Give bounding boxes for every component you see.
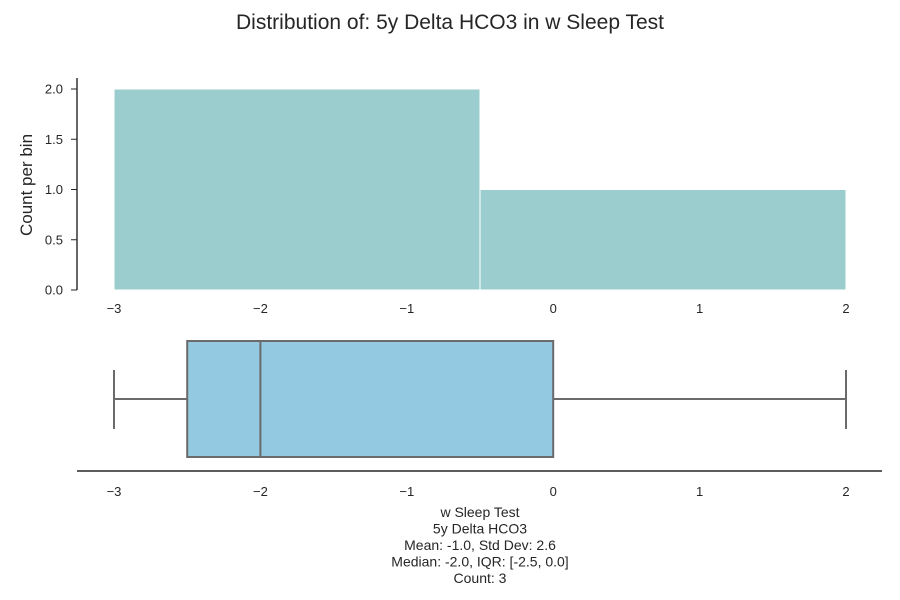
y-ticks: 0.0 0.5 1.0 1.5 2.0 [45, 82, 77, 298]
x-tick-label: 1 [696, 301, 703, 316]
chart-title: Distribution of: 5y Delta HCO3 in w Slee… [236, 11, 664, 34]
caption-line-5: Count: 3 [454, 570, 507, 586]
caption-line-4: Median: -2.0, IQR: [-2.5, 0.0] [391, 554, 568, 570]
x-tick-label: 0 [550, 484, 557, 499]
iqr-box [186, 340, 555, 458]
x-tick-label: −3 [107, 301, 122, 316]
x-tick-label: 1 [696, 484, 703, 499]
x-tick-label: 0 [550, 301, 557, 316]
y-tick-label: 1.0 [45, 182, 63, 197]
y-tick-label: 2.0 [45, 82, 63, 97]
y-tick-label: 1.5 [45, 132, 63, 147]
y-tick-label: 0.0 [45, 283, 63, 298]
x-tick-label: 2 [842, 301, 849, 316]
boxplot-x-ticks: −3 −2 −1 0 1 2 [107, 484, 850, 499]
histogram-bars [113, 88, 847, 291]
y-tick-label: 0.5 [45, 232, 63, 247]
x-tick-label: −3 [107, 484, 122, 499]
histogram-bar-2 [479, 189, 847, 291]
x-tick-label: −2 [253, 484, 268, 499]
histogram-bar-1 [113, 88, 481, 291]
boxplot [113, 340, 847, 458]
histogram-panel: Count per bin 0.0 0.5 1.0 1.5 2.0 −3 −2 −1 0 1 2 [17, 78, 850, 316]
x-tick-label: 2 [842, 484, 849, 499]
x-tick-label: −1 [399, 484, 414, 499]
caption-line-2: 5y Delta HCO3 [433, 521, 527, 537]
y-axis-label: Count per bin [17, 134, 36, 236]
x-tick-label: −2 [253, 301, 268, 316]
histogram-x-ticks: −3 −2 −1 0 1 2 [107, 301, 850, 316]
caption-line-1: w Sleep Test [439, 504, 519, 520]
x-tick-label: −1 [399, 301, 414, 316]
caption-line-3: Mean: -1.0, Std Dev: 2.6 [404, 537, 556, 553]
